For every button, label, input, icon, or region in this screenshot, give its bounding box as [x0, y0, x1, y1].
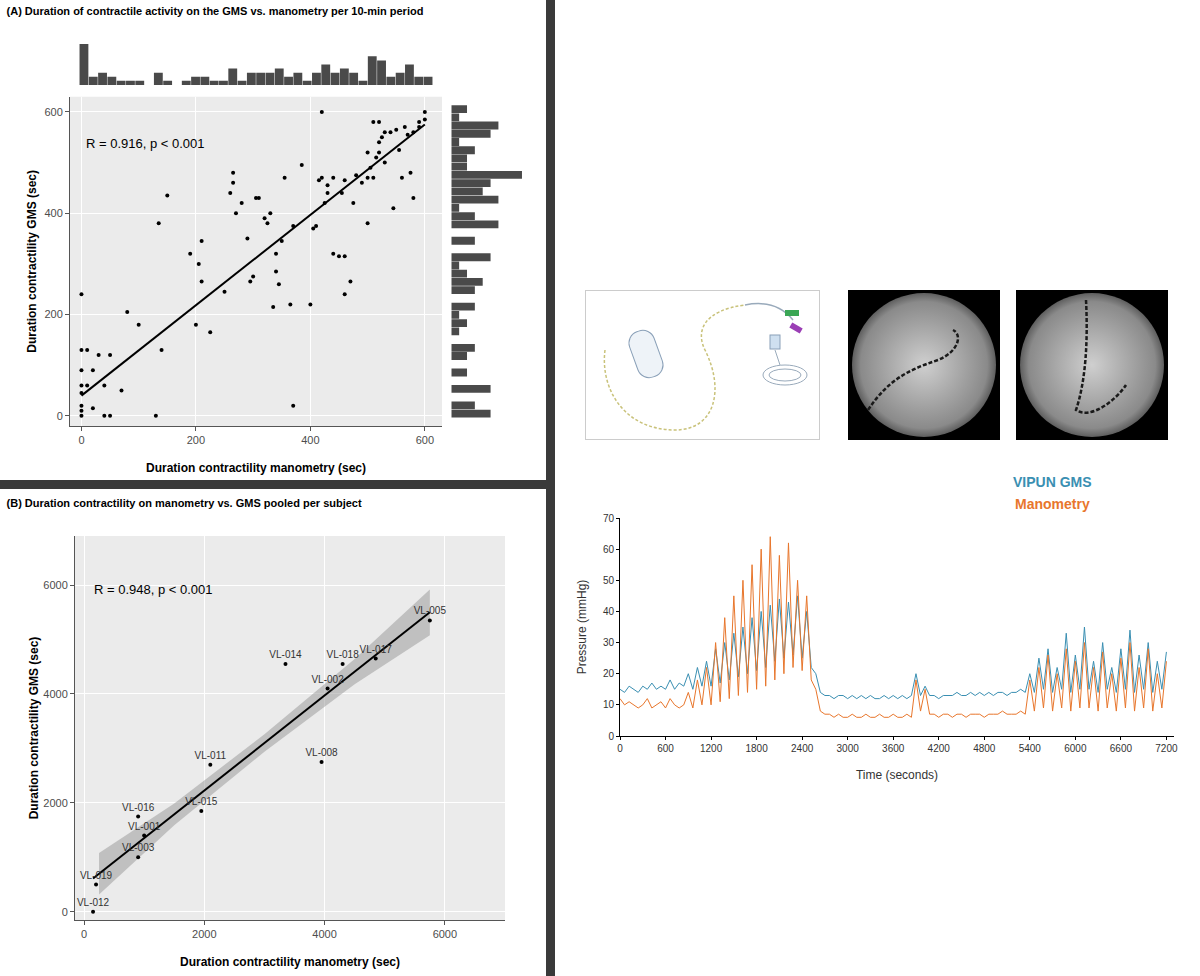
- svg-text:VL-018: VL-018: [326, 649, 359, 660]
- svg-text:400: 400: [301, 434, 319, 446]
- svg-text:0: 0: [617, 743, 623, 754]
- svg-text:Duration contractility GMS (se: Duration contractility GMS (sec): [27, 637, 41, 820]
- svg-text:2000: 2000: [192, 928, 216, 940]
- svg-text:6000: 6000: [1064, 743, 1087, 754]
- svg-text:6000: 6000: [43, 579, 67, 591]
- svg-text:0: 0: [608, 731, 614, 742]
- svg-text:VL-016: VL-016: [122, 802, 155, 813]
- svg-text:4000: 4000: [43, 688, 67, 700]
- svg-text:Manometry: Manometry: [1015, 496, 1090, 512]
- svg-text:R = 0.948, p < 0.001: R = 0.948, p < 0.001: [94, 582, 213, 597]
- svg-text:VL-005: VL-005: [414, 605, 447, 616]
- svg-text:VL-008: VL-008: [305, 747, 338, 758]
- svg-text:Pressure (mmHg): Pressure (mmHg): [575, 580, 589, 675]
- svg-text:20: 20: [603, 668, 615, 679]
- svg-text:1800: 1800: [745, 743, 768, 754]
- svg-text:VL-014: VL-014: [269, 649, 302, 660]
- svg-text:1200: 1200: [700, 743, 723, 754]
- svg-text:VL-001: VL-001: [128, 821, 161, 832]
- svg-text:50: 50: [603, 575, 615, 586]
- svg-text:4200: 4200: [928, 743, 951, 754]
- svg-text:Duration contractility GMS (se: Duration contractility GMS (sec): [25, 170, 39, 353]
- svg-text:VIPUN GMS: VIPUN GMS: [1013, 474, 1092, 490]
- svg-text:Duration contractility manomet: Duration contractility manometry (sec): [146, 461, 366, 475]
- svg-text:VL-011: VL-011: [195, 750, 227, 761]
- svg-text:VL-002: VL-002: [311, 674, 344, 685]
- svg-text:10: 10: [603, 699, 615, 710]
- svg-text:6000: 6000: [433, 928, 457, 940]
- svg-text:200: 200: [44, 308, 62, 320]
- svg-text:5400: 5400: [1019, 743, 1042, 754]
- svg-text:(A) Duration of contractile ac: (A) Duration of contractile activity on …: [7, 5, 424, 17]
- svg-text:VL-012: VL-012: [77, 897, 110, 908]
- svg-text:4000: 4000: [312, 928, 336, 940]
- svg-text:40: 40: [603, 606, 615, 617]
- svg-text:60: 60: [603, 544, 615, 555]
- svg-text:R = 0.916, p < 0.001: R = 0.916, p < 0.001: [86, 136, 205, 151]
- svg-text:600: 600: [44, 106, 62, 118]
- svg-text:400: 400: [44, 207, 62, 219]
- svg-text:0: 0: [81, 928, 87, 940]
- svg-text:Duration contractility manomet: Duration contractility manometry (sec): [180, 955, 400, 969]
- svg-text:30: 30: [603, 637, 615, 648]
- svg-text:VL-003: VL-003: [122, 842, 155, 853]
- svg-text:0: 0: [62, 906, 68, 918]
- svg-text:(B) Duration contractility on: (B) Duration contractility on manometry …: [7, 497, 362, 509]
- svg-text:6600: 6600: [1110, 743, 1133, 754]
- svg-text:VL-017: VL-017: [360, 644, 393, 655]
- svg-text:Time (seconds): Time (seconds): [856, 768, 938, 782]
- svg-text:600: 600: [416, 434, 434, 446]
- svg-text:3600: 3600: [882, 743, 905, 754]
- svg-text:2000: 2000: [43, 797, 67, 809]
- svg-text:0: 0: [78, 434, 84, 446]
- svg-text:VL-019: VL-019: [80, 870, 113, 881]
- svg-text:600: 600: [657, 743, 674, 754]
- svg-text:200: 200: [187, 434, 205, 446]
- svg-text:4800: 4800: [973, 743, 996, 754]
- svg-text:2400: 2400: [791, 743, 814, 754]
- svg-text:70: 70: [603, 513, 615, 524]
- svg-text:0: 0: [57, 410, 63, 422]
- svg-text:7200: 7200: [1155, 743, 1178, 754]
- svg-text:3000: 3000: [837, 743, 860, 754]
- svg-text:VL-015: VL-015: [185, 796, 218, 807]
